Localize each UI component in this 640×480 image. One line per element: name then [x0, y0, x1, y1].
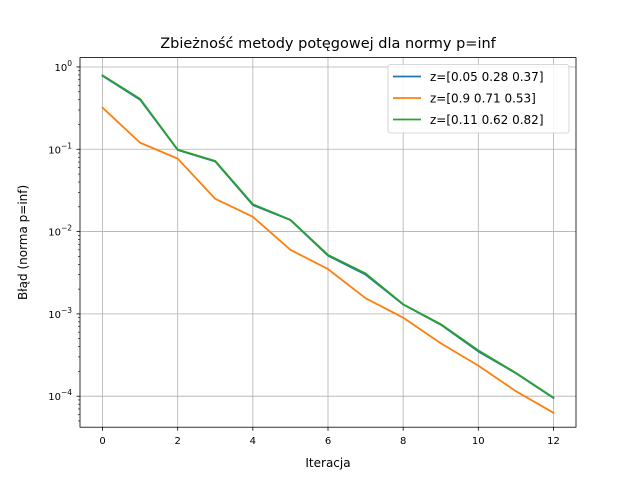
- legend-label: z=[0.9 0.71 0.53]: [430, 92, 536, 106]
- x-tick-label: 6: [325, 436, 331, 447]
- legend-label: z=[0.05 0.28 0.37]: [430, 70, 544, 84]
- legend-box: [387, 64, 570, 134]
- y-tick-label: 10−2: [48, 224, 72, 239]
- legend: z=[0.05 0.28 0.37] z=[0.9 0.71 0.53] z=[0.…: [387, 64, 570, 134]
- y-tick-label: 100: [54, 59, 72, 74]
- y-tick-label: 10−1: [48, 141, 72, 156]
- x-axis-label: Iteracja: [305, 456, 350, 470]
- y-tick-label: 10−3: [48, 306, 72, 321]
- series-line-3: [101, 74, 555, 399]
- y-axis: 100 10−1 10−2 10−3 10−4: [48, 59, 80, 422]
- x-tick-label: 12: [547, 436, 560, 447]
- chart-title: Zbieżność metody potęgowej dla normy p=i…: [160, 36, 496, 52]
- y-axis-label: Błąd (norma p=inf): [16, 185, 30, 300]
- x-axis: 0 2 4 6 8 10 12: [99, 427, 560, 447]
- series-lines: [101, 74, 555, 414]
- x-tick-label: 8: [400, 436, 406, 447]
- x-tick-label: 4: [250, 436, 256, 447]
- x-tick-label: 0: [99, 436, 105, 447]
- series-line-2: [101, 106, 555, 414]
- legend-label: z=[0.11 0.62 0.82]: [430, 113, 544, 127]
- x-tick-label: 10: [472, 436, 485, 447]
- x-tick-label: 2: [175, 436, 181, 447]
- y-tick-label: 10−4: [48, 388, 72, 403]
- grid: [80, 57, 576, 428]
